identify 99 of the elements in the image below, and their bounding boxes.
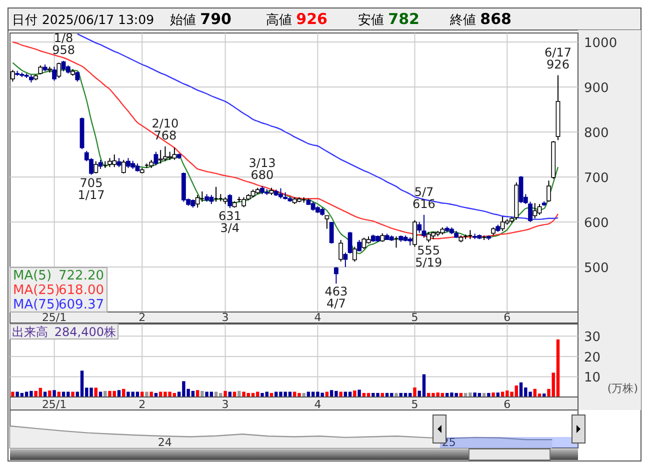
x-tick-label: 3 [222, 311, 229, 324]
bar [11, 392, 14, 397]
text: MA(75) [13, 298, 60, 312]
candlestick [532, 202, 538, 219]
bar [145, 392, 148, 397]
x-tick-label: 3 [222, 398, 229, 411]
x-tick-label: 4 [314, 398, 322, 411]
annotation: 618.00 [58, 283, 104, 298]
x-tick-label: 5 [411, 311, 418, 324]
y-tick-label: 500 [584, 261, 609, 276]
candlestick [10, 69, 15, 82]
bar [288, 392, 292, 397]
y-tick-label: 800 [584, 126, 609, 141]
candlestick [422, 214, 426, 238]
y-tick-label: 10 [584, 370, 601, 386]
y-tick-label: 600 [584, 216, 609, 231]
candlestick [195, 194, 200, 208]
x-tick-label: 6 [504, 311, 511, 324]
candlestick [417, 222, 422, 234]
text: (万株) [607, 382, 638, 395]
candlestick [200, 190, 204, 202]
bar [150, 392, 153, 397]
candlestick [154, 151, 158, 166]
candlestick [121, 159, 126, 174]
x-tick-label: 25/1 [42, 311, 67, 324]
annotation: 6/17 926 [544, 45, 572, 72]
text: 始値 790 [170, 10, 232, 28]
annotation: 1/8 958 [52, 30, 75, 57]
annotation: 463 4/7 [324, 284, 348, 311]
candlestick [214, 186, 218, 202]
candlestick [348, 231, 352, 254]
candlestick [228, 194, 232, 209]
annotation: 284,400株 [54, 325, 116, 339]
bar [80, 370, 84, 397]
bar [43, 392, 47, 397]
bar [94, 388, 98, 397]
bar [52, 390, 56, 397]
bar [325, 392, 329, 397]
candlestick [528, 201, 532, 222]
bar [348, 392, 352, 397]
candlestick [329, 222, 334, 244]
bar [358, 390, 361, 397]
bar [232, 392, 236, 397]
candlestick [394, 236, 399, 248]
annotation: 5/7 616 [412, 184, 436, 211]
bar [200, 390, 204, 397]
bar [344, 392, 348, 397]
bar [224, 390, 227, 397]
text: MA(25) [13, 283, 60, 298]
annotation: 631 3/4 [218, 209, 242, 236]
candlestick [94, 160, 98, 174]
candlestick [357, 240, 362, 252]
bar [98, 392, 102, 397]
y-tick-label: 700 [584, 171, 609, 186]
y-tick-label: 30 [584, 330, 601, 346]
bar [339, 392, 342, 397]
annotation: 555 5/19 [415, 243, 442, 270]
bar [136, 392, 140, 397]
chart-title: 出来高 [12, 325, 48, 339]
text: 高値 926 [266, 10, 328, 28]
x-tick-label: 2 [138, 311, 146, 324]
y-tick-label: 900 [584, 81, 609, 96]
x-tick-label: 25/1 [42, 398, 67, 411]
bar [228, 392, 232, 397]
bar [306, 392, 310, 397]
x-tick-label: 5 [411, 398, 418, 411]
candlestick [338, 240, 344, 262]
bar [48, 390, 52, 397]
x-tick-label: 24 [158, 436, 172, 449]
text: MA(5) [13, 268, 52, 284]
candlestick [324, 215, 330, 230]
annotation: 3/13 680 [248, 156, 276, 182]
candlestick [75, 71, 80, 82]
x-tick-label: 4 [314, 311, 322, 324]
candlestick [343, 252, 348, 268]
bar [422, 374, 426, 397]
bar [413, 387, 416, 397]
candlestick [52, 66, 56, 82]
text: 終値 868 [449, 10, 512, 28]
text: 安値 782 [358, 10, 420, 28]
y-tick-label: 20 [584, 350, 601, 366]
candlestick [56, 62, 62, 78]
candlestick [334, 266, 338, 284]
candlestick [412, 220, 417, 248]
candlestick [362, 237, 366, 250]
x-tick-label: 2 [138, 398, 146, 411]
x-tick-label: 6 [504, 398, 511, 411]
bar [353, 390, 356, 397]
bar [57, 392, 61, 397]
annotation: 609.37 [58, 298, 104, 312]
annotation: 705 1/17 [78, 176, 105, 202]
chart-title: 日付 2025/06/17 13:09 [12, 12, 154, 27]
annotation: 722.20 [58, 268, 104, 284]
candlestick [546, 180, 551, 202]
y-tick-label: 1000 [584, 36, 618, 51]
candlestick [352, 246, 357, 262]
bar [71, 392, 74, 397]
bar [556, 339, 560, 397]
bar [140, 392, 144, 397]
